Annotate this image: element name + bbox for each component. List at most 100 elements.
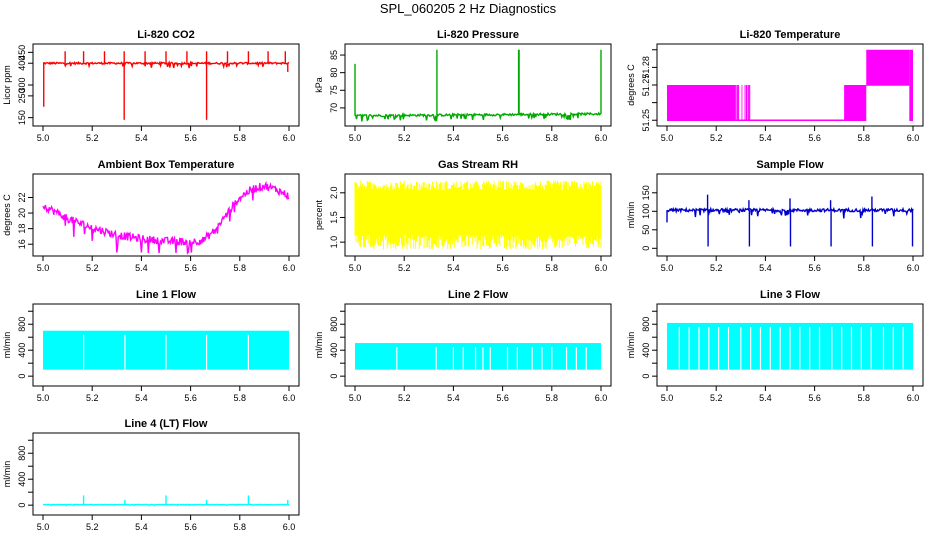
- x-tick-label: 5.2: [398, 263, 411, 273]
- x-tick-label: 5.0: [661, 133, 674, 143]
- x-tick-label: 5.4: [135, 522, 148, 532]
- toggle-block: [667, 85, 736, 121]
- x-tick-label: 5.2: [86, 393, 99, 403]
- y-axis-label: ml/min: [2, 332, 12, 359]
- x-tick-label: 5.6: [184, 133, 197, 143]
- x-tick-label: 5.8: [234, 393, 247, 403]
- page-title: SPL_060205 2 Hz Diagnostics: [379, 1, 557, 16]
- toggle-block: [909, 49, 913, 121]
- x-tick-label: 5.4: [135, 393, 148, 403]
- y-tick-label: 800: [641, 317, 651, 332]
- y-tick-label: 80: [329, 68, 339, 78]
- chart-title: Line 4 (LT) Flow: [125, 418, 208, 430]
- x-tick-label: 5.8: [858, 263, 871, 273]
- y-tick-label: 18: [17, 224, 27, 234]
- y-tick-label: 1.0: [329, 236, 339, 249]
- x-tick-label: 5.8: [234, 263, 247, 273]
- x-tick-label: 5.6: [808, 263, 821, 273]
- y-tick-label: 250: [17, 88, 27, 103]
- x-tick-label: 5.6: [184, 263, 197, 273]
- plot-frame: [344, 303, 612, 387]
- chart-title: Sample Flow: [756, 159, 824, 171]
- plot-frame: [344, 173, 612, 257]
- x-tick-label: 5.2: [710, 133, 723, 143]
- x-tick-label: 6.0: [595, 133, 608, 143]
- series-line: [354, 111, 602, 122]
- y-tick-label: 450: [17, 45, 27, 60]
- y-axis-label: ml/min: [314, 332, 324, 359]
- data-marks: [42, 180, 290, 255]
- data-marks: [354, 180, 602, 250]
- chart-line2: Line 2 Flow ml/min 5.0 5.2 5.4 5.6 5.8 6.0 0 400 8…: [314, 289, 612, 403]
- y-tick-label: 800: [329, 317, 339, 332]
- chart-title: Line 1 Flow: [136, 289, 196, 301]
- y-tick-label: 85: [329, 50, 339, 60]
- data-marks: [43, 51, 289, 120]
- y-tick-label: 0: [329, 374, 339, 379]
- chart-title: Li-820 CO2: [137, 29, 194, 41]
- x-tick-label: 6.0: [595, 393, 608, 403]
- y-tick-label: 0: [641, 374, 651, 379]
- y-tick-label: 16: [17, 239, 27, 249]
- x-tick-label: 5.6: [184, 522, 197, 532]
- chart-title: Line 2 Flow: [448, 289, 508, 301]
- chart-ambient: Ambient Box Temperature degrees C 5.0 5.2 5.…: [2, 159, 300, 273]
- series-line: [43, 503, 290, 507]
- y-tick-label: 50: [641, 225, 651, 235]
- x-tick-label: 5.4: [447, 133, 460, 143]
- y-tick-label: 51.28: [641, 56, 651, 79]
- x-tick-label: 5.2: [86, 133, 99, 143]
- x-tick-label: 5.4: [759, 133, 772, 143]
- x-tick-label: 5.0: [37, 522, 50, 532]
- series-line: [43, 60, 289, 70]
- data-marks: [43, 495, 290, 507]
- data-marks: [667, 49, 913, 121]
- x-tick-label: 5.4: [759, 393, 772, 403]
- x-tick-label: 5.6: [808, 393, 821, 403]
- y-tick-label: 75: [329, 85, 339, 95]
- y-tick-label: 150: [641, 185, 651, 200]
- x-tick-label: 6.0: [907, 393, 920, 403]
- x-tick-label: 5.2: [398, 133, 411, 143]
- chart-title: Li-820 Temperature: [740, 29, 841, 41]
- y-tick-label: 1.5: [329, 211, 339, 224]
- series-line: [42, 180, 290, 255]
- y-tick-label: 400: [641, 343, 651, 358]
- plot-frame: [656, 173, 924, 257]
- data-marks: [667, 322, 913, 370]
- x-tick-label: 5.8: [546, 133, 559, 143]
- y-tick-label: 400: [17, 343, 27, 358]
- chart-co2: Li-820 CO2 Licor ppm 5.0 5.2 5.4 5.6 5.8 6.0 150…: [2, 29, 300, 143]
- x-tick-label: 5.2: [398, 393, 411, 403]
- y-tick-label: 400: [17, 56, 27, 71]
- y-tick-label: 0: [17, 374, 27, 379]
- x-tick-label: 5.0: [349, 263, 362, 273]
- x-tick-label: 5.0: [349, 133, 362, 143]
- y-tick-label: 800: [17, 317, 27, 332]
- x-tick-label: 5.6: [496, 393, 509, 403]
- x-tick-label: 6.0: [283, 393, 296, 403]
- chart-title: Gas Stream RH: [438, 159, 518, 171]
- chart-temperature: Li-820 Temperature degrees C 5.0 5.2 5.4 5.6 5…: [626, 29, 924, 143]
- band-excursions: [354, 180, 602, 250]
- y-tick-label: 51.27: [641, 74, 651, 97]
- toggle-block: [844, 85, 867, 121]
- x-tick-label: 5.0: [37, 133, 50, 143]
- x-tick-label: 5.6: [496, 263, 509, 273]
- x-tick-label: 5.0: [661, 393, 674, 403]
- x-tick-label: 5.4: [135, 263, 148, 273]
- x-tick-label: 6.0: [283, 522, 296, 532]
- x-tick-label: 6.0: [595, 263, 608, 273]
- y-tick-label: 100: [641, 204, 651, 219]
- chart-title: Ambient Box Temperature: [98, 159, 235, 171]
- y-axis-label: kPa: [314, 77, 324, 93]
- y-tick-label: 800: [17, 446, 27, 461]
- y-axis-label: Licor ppm: [2, 65, 12, 105]
- x-tick-label: 5.8: [546, 393, 559, 403]
- y-tick-label: 400: [17, 472, 27, 487]
- y-tick-label: 300: [17, 77, 27, 92]
- plot-frame: [32, 173, 300, 257]
- x-tick-label: 5.6: [496, 133, 509, 143]
- y-axis-label: ml/min: [626, 202, 636, 229]
- x-tick-label: 5.2: [86, 522, 99, 532]
